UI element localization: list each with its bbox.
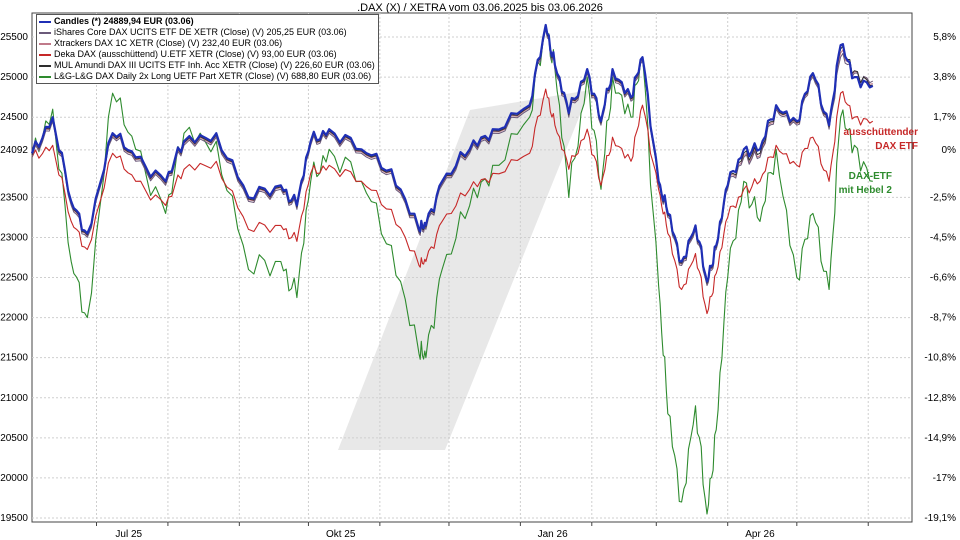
y-right-tick-label: -2,5% <box>930 192 956 203</box>
annotation-line: ausschüttender <box>843 127 918 138</box>
annotation-line: mit Hebel 2 <box>838 185 892 196</box>
y-left-tick-label: 20500 <box>0 433 28 444</box>
y-right-tick-label: -10,8% <box>924 353 956 364</box>
legend-swatch <box>39 75 51 78</box>
y-left-tick-label: 20000 <box>0 473 28 484</box>
legend-label: iShares Core DAX UCITS ETF DE XETR (Clos… <box>54 27 347 37</box>
series-line-deka <box>31 88 874 315</box>
y-left-tick-label: 19500 <box>0 513 28 524</box>
y-left-tick-label: 25000 <box>0 72 28 83</box>
y-left-tick-label: 21500 <box>0 353 28 364</box>
annotation-deka: ausschüttender DAX ETF <box>830 126 918 154</box>
y-left-tick-label: 22500 <box>0 273 28 284</box>
y-right-tick-label: 3,8% <box>933 72 956 83</box>
x-tick-label: Apr 26 <box>745 529 775 540</box>
legend-item-lg2x: L&G-L&G DAX Daily 2x Long UETF Part XETR… <box>39 71 375 82</box>
legend-item-amundi: MUL Amundi DAX III UCITS ETF Inh. Acc XE… <box>39 60 375 71</box>
annotation-line: DAX-ETF <box>848 171 892 182</box>
watermark-logo <box>338 90 590 450</box>
legend-label: Candles (*) 24889,94 EUR (03.06) <box>54 16 194 26</box>
y-left-tick-label: 23000 <box>0 232 28 243</box>
x-tick-label: Okt 25 <box>326 529 356 540</box>
legend-item-deka: Deka DAX (ausschüttend) U.ETF XETR (Clos… <box>39 49 375 60</box>
y-right-tick-label: -19,1% <box>924 513 956 524</box>
legend-swatch <box>39 64 51 67</box>
legend-swatch <box>39 42 51 45</box>
y-right-tick-label: -12,8% <box>924 393 956 404</box>
axes: 25500 5,8% 25000 3,8% 24500 1,7% 24092 0% 23500 -… <box>0 32 956 540</box>
y-right-tick-label: -17% <box>933 473 956 484</box>
legend-label: Deka DAX (ausschüttend) U.ETF XETR (Clos… <box>54 49 337 59</box>
y-left-tick-label: 24500 <box>0 112 28 123</box>
annotation-lg2x: DAX-ETF mit Hebel 2 <box>830 170 892 198</box>
series-lines <box>30 23 874 515</box>
series-line-dax <box>30 23 874 283</box>
y-left-tick-label: 23500 <box>0 192 28 203</box>
y-right-tick-label: 5,8% <box>933 32 956 43</box>
y-left-tick-label: 22000 <box>0 313 28 324</box>
legend-swatch <box>39 31 51 34</box>
legend: Candles (*) 24889,94 EUR (03.06) iShares… <box>36 14 379 84</box>
series-line-lg2x <box>31 24 873 515</box>
y-right-tick-label: 1,7% <box>933 112 956 123</box>
annotation-line: DAX ETF <box>875 141 918 152</box>
legend-item-ishares: iShares Core DAX UCITS ETF DE XETR (Clos… <box>39 27 375 38</box>
legend-label: L&G-L&G DAX Daily 2x Long UETF Part XETR… <box>54 71 372 81</box>
legend-label: MUL Amundi DAX III UCITS ETF Inh. Acc XE… <box>54 60 375 70</box>
x-tick-label: Jan 26 <box>538 529 568 540</box>
x-tick-label: Jul 25 <box>115 529 142 540</box>
legend-label: Xtrackers DAX 1C XETR (Close) (V) 232,40… <box>54 38 283 48</box>
legend-swatch <box>39 53 51 56</box>
y-left-tick-label: 21000 <box>0 393 28 404</box>
legend-swatch <box>39 20 51 23</box>
y-left-tick-label: 24092 <box>0 145 28 156</box>
y-right-tick-label: 0% <box>942 145 957 156</box>
chart-title: .DAX (X) / XETRA vom 03.06.2025 bis 03.0… <box>357 2 603 14</box>
y-right-tick-label: -8,7% <box>930 313 956 324</box>
legend-item-candles: Candles (*) 24889,94 EUR (03.06) <box>39 16 375 27</box>
y-right-tick-label: -6,6% <box>930 273 956 284</box>
legend-item-xtrackers: Xtrackers DAX 1C XETR (Close) (V) 232,40… <box>39 38 375 49</box>
y-right-tick-label: -4,5% <box>930 232 956 243</box>
y-right-tick-label: -14,9% <box>924 433 956 444</box>
y-left-tick-label: 25500 <box>0 32 28 43</box>
